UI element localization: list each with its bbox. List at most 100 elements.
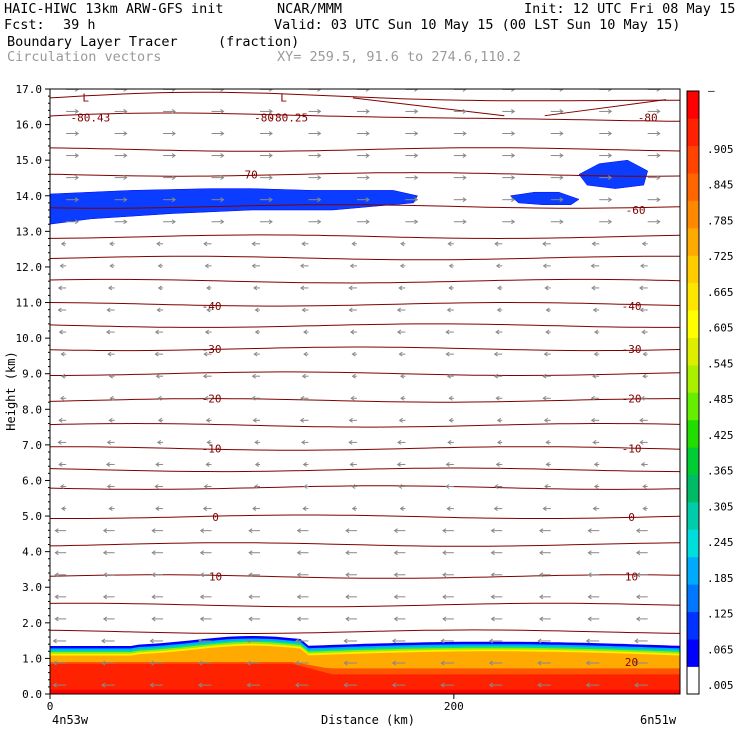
tracer-band-surface [50, 689, 680, 694]
vector-head [199, 616, 205, 622]
colorbar-label: .005 [707, 679, 734, 692]
vector-head [511, 109, 516, 114]
vector-arrow [157, 417, 164, 423]
forecast-label: Fcst: [4, 17, 45, 33]
vector-arrow [308, 131, 322, 136]
vector-head [54, 550, 59, 556]
contour-label-3: -80.25 [268, 111, 308, 124]
vector-head [204, 263, 209, 269]
vector-arrow [251, 263, 260, 269]
vector-head [204, 329, 210, 335]
vector-head [123, 197, 128, 203]
vector-arrow [448, 417, 454, 423]
vector-head [220, 131, 225, 136]
vector-arrow [393, 594, 406, 600]
vector-head [559, 197, 564, 203]
vector-head [365, 197, 370, 203]
field-units: (fraction) [218, 34, 300, 50]
vector-head [398, 351, 403, 357]
vector-head [496, 417, 502, 423]
vector-head [391, 638, 397, 644]
vector-arrow [399, 373, 406, 379]
vector-arrow [495, 462, 503, 467]
vector-arrow [114, 131, 128, 136]
vector-arrow [640, 462, 648, 467]
vector-arrow [537, 660, 551, 666]
vector-head [585, 682, 590, 688]
valid-time: Valid: 03 UTC Sun 10 May 15 (00 LST Sun … [274, 17, 681, 33]
vector-head [299, 263, 305, 269]
vector-arrow [60, 351, 67, 357]
vector-head [57, 439, 62, 445]
vector-arrow [296, 594, 309, 600]
vector-head [447, 241, 452, 247]
vector-head [54, 594, 59, 600]
vector-head [199, 594, 205, 600]
vector-head [54, 616, 59, 622]
vector-arrow [343, 682, 357, 688]
vector-arrow [440, 638, 454, 644]
vector-head [539, 550, 544, 556]
vector-head [639, 307, 644, 313]
vector-arrow [151, 528, 164, 534]
contour-label-16: 0 [628, 511, 635, 524]
vector-head [345, 616, 350, 622]
vector-head [442, 594, 447, 600]
vector-head [345, 528, 350, 534]
vector-head [317, 131, 322, 136]
contour-line-11 [50, 346, 680, 352]
init-time: Init: 12 UTC Fri 08 May 15 [524, 1, 736, 17]
colorbar-swatch [687, 118, 699, 147]
vector-arrow [300, 395, 309, 401]
vector-head [204, 395, 209, 401]
vector-arrow [399, 263, 406, 269]
vector-arrow [542, 395, 551, 401]
contour-label-11: -20 [202, 393, 222, 406]
vector-arrow [246, 682, 260, 688]
vector-arrow [396, 462, 406, 467]
vector-head [462, 131, 467, 136]
colorbar-label: .305 [707, 500, 734, 513]
vector-arrow [345, 528, 357, 534]
vector-head [317, 109, 322, 114]
vector-arrow [398, 417, 406, 423]
vector-head [171, 131, 176, 136]
vector-arrow [647, 175, 661, 181]
vector-head [74, 175, 80, 181]
vector-arrow [301, 241, 309, 247]
vector-head [198, 638, 203, 644]
vector-head [493, 506, 498, 512]
vector-head [268, 197, 273, 203]
vector-head [254, 439, 259, 445]
vector-arrow [211, 175, 225, 181]
vector-head [495, 329, 500, 335]
vector-arrow [163, 219, 176, 225]
forecast-hours: 39 h [63, 17, 96, 33]
vector-head [640, 263, 645, 269]
vector-head [462, 219, 467, 225]
vector-arrow [203, 241, 212, 247]
vector-head [251, 263, 256, 269]
vector-head [544, 484, 549, 489]
vector-arrow [114, 219, 128, 225]
vector-arrow [537, 638, 551, 644]
vector-head [60, 241, 66, 247]
vector-arrow [453, 175, 467, 181]
vector-head [303, 329, 308, 335]
vector-head [220, 197, 225, 203]
vector-head [154, 351, 159, 357]
vector-head [442, 572, 447, 578]
y-tick-label: 15.0 [16, 154, 43, 167]
vector-arrow [253, 484, 260, 489]
vector-arrow [350, 395, 357, 401]
vector-arrow [343, 660, 357, 666]
vector-head [74, 109, 80, 114]
vector-arrow [393, 550, 406, 556]
vector-arrow [356, 153, 370, 158]
vector-arrow [592, 506, 600, 512]
vector-arrow [66, 131, 80, 136]
vector-head [537, 682, 542, 688]
y-tick-label: 12.0 [16, 261, 43, 274]
vector-arrow [149, 682, 164, 688]
vector-head [559, 109, 564, 114]
